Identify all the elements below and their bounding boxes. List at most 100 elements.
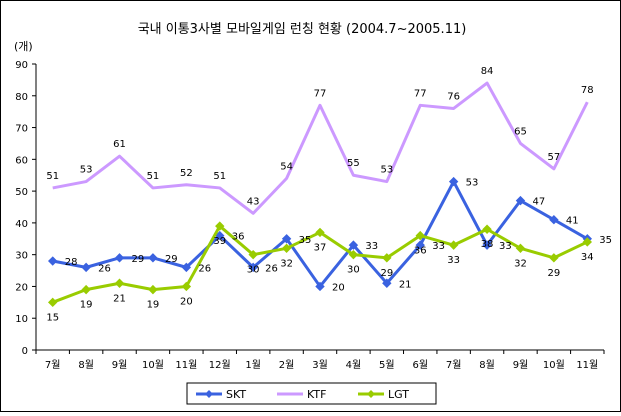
data-label: 51 (147, 171, 160, 182)
data-label: 53 (80, 165, 93, 176)
legend-box (186, 382, 437, 405)
data-label: 15 (46, 312, 59, 323)
data-labels: 28 26 29 29 26 36 26 35 20 33 21 33 53 33 47 41 35 51 53 61… (46, 66, 612, 323)
x-tick-label: 12월 (209, 359, 231, 371)
data-label: 30 (347, 265, 360, 276)
data-point (482, 240, 492, 250)
data-label: 19 (147, 300, 160, 311)
y-tick-label: 60 (15, 155, 28, 166)
data-label: 52 (180, 168, 193, 179)
series-lgt (47, 221, 593, 308)
data-label: 29 (380, 268, 393, 279)
data-point (348, 240, 359, 250)
data-label: 26 (98, 263, 111, 274)
data-label: 32 (280, 258, 293, 269)
data-point (415, 240, 425, 250)
data-point (148, 284, 158, 295)
data-point (382, 253, 392, 263)
data-point (248, 262, 258, 273)
data-point (415, 230, 425, 241)
x-tick-label: 5월 (379, 359, 395, 371)
x-tick-label: 11월 (175, 359, 197, 371)
data-label: 51 (213, 171, 226, 182)
data-point (448, 240, 459, 250)
data-label: 33 (499, 241, 512, 252)
data-point (81, 262, 91, 273)
data-point (148, 253, 158, 263)
data-point (315, 227, 325, 238)
x-tick-label: 8월 (479, 359, 495, 371)
data-point (515, 195, 526, 206)
y-tick-label: 90 (15, 60, 28, 71)
data-point (114, 253, 125, 263)
data-label: 84 (481, 66, 494, 77)
x-tick-label: 9월 (513, 359, 529, 371)
series-layer (47, 81, 593, 308)
data-point (181, 262, 192, 273)
data-label: 77 (414, 88, 427, 99)
data-label: 57 (548, 152, 561, 163)
x-tick-label: 7월 (45, 359, 61, 371)
x-tick-label: 10월 (543, 359, 565, 371)
legend: SKT KTF LGT (186, 382, 437, 405)
data-point (81, 284, 91, 295)
y-tick-label: 0 (22, 346, 28, 357)
data-label: 76 (447, 91, 460, 102)
data-point (281, 234, 292, 244)
data-label: 33 (432, 241, 445, 252)
y-tick-label: 30 (15, 251, 28, 262)
x-tick-label: 3월 (312, 359, 328, 371)
data-point (114, 278, 125, 288)
data-label: 36 (414, 246, 427, 257)
data-point (281, 243, 292, 254)
series-ktf (52, 81, 589, 215)
data-point (315, 281, 325, 292)
data-label: 55 (347, 158, 360, 169)
data-point (47, 256, 58, 266)
data-label: 65 (514, 126, 527, 137)
legend-item-ktf: KTF (277, 388, 326, 401)
series-line-ktf (52, 81, 589, 215)
data-point (482, 224, 492, 234)
legend-item-skt: SKT (196, 388, 246, 401)
data-label: 28 (65, 257, 78, 268)
x-tick-label: 1월 (245, 359, 261, 371)
data-point (215, 221, 225, 231)
legend-label: SKT (226, 388, 246, 401)
data-label: 77 (314, 88, 327, 99)
x-tick-label: 6월 (412, 359, 428, 371)
data-label: 26 (198, 263, 211, 274)
x-tick-label: 9월 (112, 359, 128, 371)
data-point (215, 230, 225, 241)
data-point (515, 243, 526, 254)
data-point (582, 237, 593, 247)
y-tick-label: 10 (15, 314, 28, 325)
data-label: 29 (132, 254, 145, 265)
data-label: 32 (514, 258, 527, 269)
data-label: 35 (599, 235, 612, 246)
y-tick-label: 40 (15, 219, 28, 230)
data-point (549, 253, 559, 263)
x-tick-label: 11월 (576, 359, 598, 371)
data-label: 29 (165, 254, 178, 265)
data-label: 34 (581, 252, 594, 263)
data-label: 53 (466, 178, 479, 189)
data-label: 38 (481, 239, 494, 250)
data-label: 78 (581, 85, 594, 96)
series-skt (47, 176, 593, 292)
data-label: 29 (548, 268, 561, 279)
data-label: 20 (332, 282, 345, 293)
data-label: 33 (447, 255, 460, 266)
y-tick-label: 20 (15, 282, 28, 293)
data-label: 21 (399, 279, 412, 290)
y-tick-label: 80 (15, 92, 28, 103)
y-tick-label: 50 (15, 187, 28, 198)
x-tick-label: 8월 (78, 359, 94, 371)
data-label: 33 (365, 241, 378, 252)
data-label: 19 (80, 300, 93, 311)
data-point (448, 176, 459, 187)
data-label: 43 (247, 196, 260, 207)
data-point (47, 297, 58, 308)
